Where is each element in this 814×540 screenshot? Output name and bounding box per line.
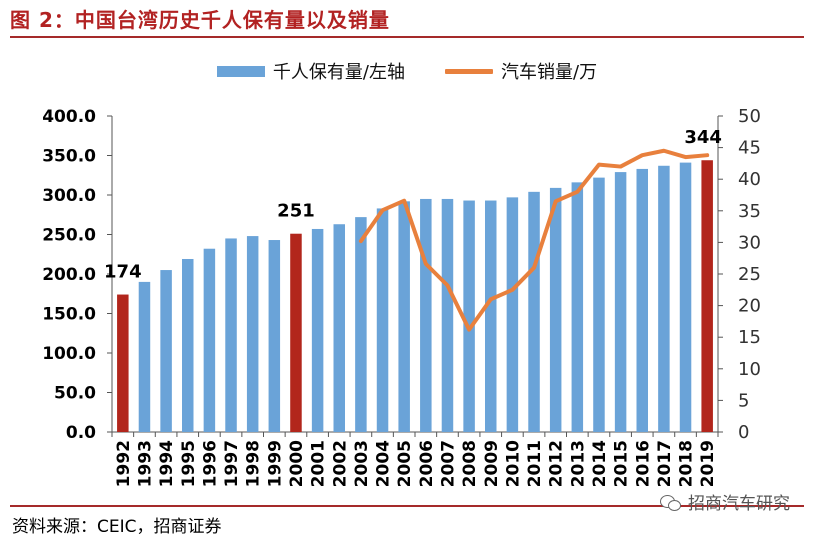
bar [571,182,584,432]
x-tick-label: 2007 [438,440,458,487]
bar [506,197,519,432]
x-tick-label: 2004 [374,440,394,487]
bar [290,233,302,432]
x-tick-label: 2008 [460,440,480,487]
bar [355,217,367,432]
x-tick-label: 1998 [244,440,264,487]
y-left-tick-label: 100.0 [42,344,96,364]
chart-legend: 千人保有量/左轴 汽车销量/万 [0,56,814,86]
bar [333,224,345,432]
y-right-tick-label: 5 [738,390,749,411]
y-right-tick-label: 15 [738,327,761,348]
bar [182,258,194,432]
y-right-tick-label: 10 [738,359,761,380]
y-right-tick-label: 25 [738,264,761,285]
title-divider [10,36,804,38]
bar-data-label: 174 [104,262,142,283]
bar [658,165,670,432]
x-tick-label: 2011 [525,440,545,487]
bar [463,200,475,432]
x-tick-label: 2001 [309,440,329,487]
watermark: 招商汽车研究 [660,489,790,514]
bar-data-label: 344 [684,127,722,148]
x-tick-label: 2005 [395,440,415,487]
y-right-tick-label: 0 [738,422,749,443]
bar [246,236,259,432]
legend-line-label: 汽车销量/万 [501,62,598,83]
x-tick-label: 2010 [503,440,523,487]
bar [398,201,410,432]
x-tick-label: 1996 [200,440,220,487]
figure-title: 图 2：中国台湾历史千人保有量以及销量 [10,8,390,32]
y-left-tick-label: 0.0 [66,423,96,443]
x-tick-label: 2012 [547,440,567,487]
bar [636,168,648,432]
x-tick-label: 1992 [114,440,134,487]
x-tick-label: 2002 [330,440,350,487]
legend-line-swatch [445,68,493,74]
wechat-icon [660,493,682,511]
source-note: 资料来源：CEIC，招商证券 [12,517,222,537]
bar [420,198,432,432]
x-tick-label: 2014 [590,440,610,487]
x-tick-label: 2003 [352,440,372,487]
x-tick-label: 2009 [482,440,502,487]
combo-chart: 0.050.0100.0150.0200.0250.0300.0350.0400… [42,106,761,487]
bar [593,177,605,432]
x-tick-label: 2017 [655,440,675,487]
bar [376,208,389,432]
bar [225,238,237,432]
legend-bar-swatch [216,65,265,77]
y-left-tick-label: 200.0 [42,265,96,285]
x-tick-label: 1993 [135,440,155,487]
footer-divider [10,505,804,507]
x-tick-label: 2018 [677,440,697,487]
legend-item-line: 汽车销量/万 [445,58,597,84]
legend-item-bar: 千人保有量/左轴 [216,58,405,84]
legend-bar-label: 千人保有量/左轴 [272,62,405,83]
y-right-tick-label: 40 [738,169,761,190]
bar-data-label: 251 [277,201,315,222]
x-tick-label: 2013 [568,440,588,487]
bar [117,294,129,432]
watermark-text: 招商汽车研究 [688,494,790,514]
x-tick-label: 2015 [612,440,632,487]
y-right-tick-label: 30 [738,232,761,253]
y-right-tick-label: 35 [738,201,761,222]
x-tick-label: 2019 [698,440,718,487]
y-left-tick-label: 300.0 [42,186,96,206]
bar [203,248,216,432]
x-tick-label: 1999 [265,440,285,487]
y-left-tick-label: 150.0 [42,305,96,325]
bar [138,281,151,432]
x-tick-label: 2000 [287,440,307,487]
bar [485,200,497,432]
bar [441,198,454,432]
y-left-tick-label: 250.0 [42,226,96,246]
bar [679,162,692,433]
y-right-tick-label: 50 [738,106,761,127]
x-tick-label: 1995 [179,440,199,487]
y-left-tick-label: 50.0 [54,384,96,404]
bar [268,240,281,432]
x-tick-label: 2016 [633,440,653,487]
bar [701,160,713,433]
bar [614,172,627,432]
bar [528,191,540,432]
y-left-tick-label: 400.0 [42,107,96,127]
y-right-tick-label: 20 [738,296,761,317]
y-left-tick-label: 350.0 [42,147,96,167]
x-tick-label: 2006 [417,440,437,487]
bar [311,228,324,432]
bar [549,187,562,432]
y-right-tick-label: 45 [738,138,761,159]
bar [160,270,172,432]
x-tick-label: 1997 [222,440,242,487]
x-tick-label: 1994 [157,440,177,487]
